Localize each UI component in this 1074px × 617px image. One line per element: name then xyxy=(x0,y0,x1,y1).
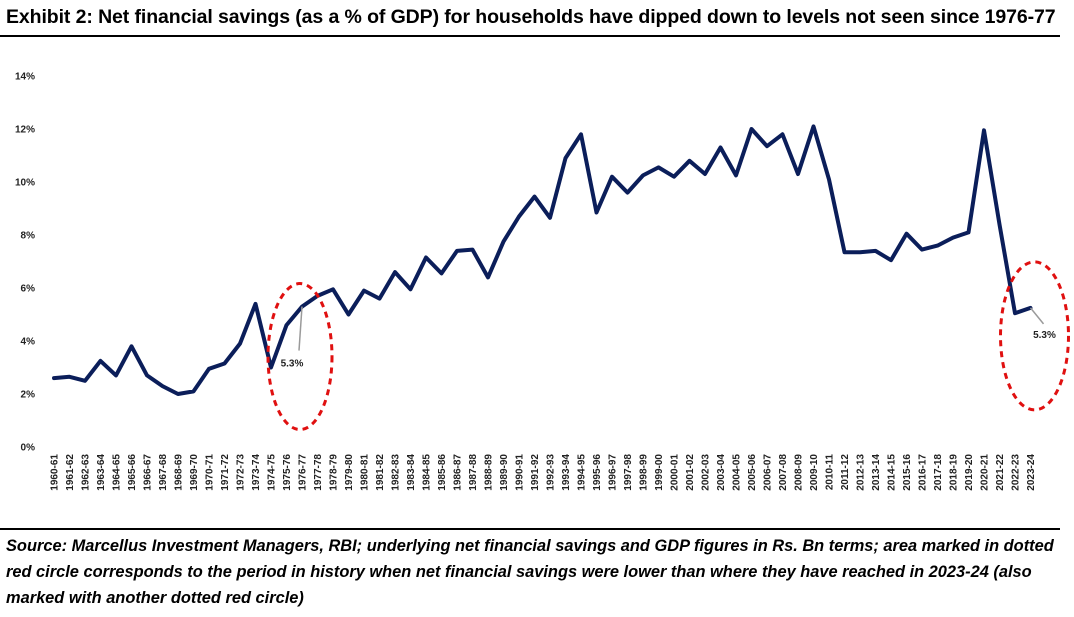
x-tick-label: 1965-66 xyxy=(127,454,138,491)
bottom-divider xyxy=(0,528,1060,530)
x-tick-label: 1999-00 xyxy=(654,454,665,491)
y-axis: 0% 2% 4% 6% 8% 10% 12% 14% xyxy=(15,72,35,454)
x-tick-label: 2012-13 xyxy=(856,454,867,491)
x-tick-label: 2021-22 xyxy=(995,454,1006,491)
y-tick-label: 10% xyxy=(15,178,35,189)
x-tick-label: 2009-10 xyxy=(809,454,820,491)
highlight-circle-1976 xyxy=(266,282,334,432)
x-tick-label: 1992-93 xyxy=(546,454,557,491)
x-tick-label: 2019-20 xyxy=(964,454,975,491)
x-tick-label: 2001-02 xyxy=(685,454,696,491)
x-tick-label: 1990-91 xyxy=(515,454,526,491)
highlight-marks: 5.3% 5.3% xyxy=(266,260,1070,432)
x-tick-label: 1961-62 xyxy=(65,454,76,491)
x-tick-label: 2017-18 xyxy=(933,454,944,491)
x-tick-label: 1995-96 xyxy=(592,454,603,491)
x-tick-label: 2014-15 xyxy=(887,454,898,491)
x-tick-label: 2015-16 xyxy=(902,454,913,491)
chart-title: Exhibit 2: Net financial savings (as a %… xyxy=(6,6,1056,28)
x-tick-label: 1974-75 xyxy=(267,454,278,491)
x-tick-label: 1973-74 xyxy=(251,454,262,491)
x-tick-label: 1967-68 xyxy=(158,454,169,491)
x-tick-label: 1977-78 xyxy=(313,454,324,491)
x-tick-label: 1984-85 xyxy=(422,454,433,491)
y-tick-label: 12% xyxy=(15,125,35,136)
x-tick-label: 1985-86 xyxy=(437,454,448,491)
y-tick-label: 4% xyxy=(21,337,36,348)
source-note: Source: Marcellus Investment Managers, R… xyxy=(6,537,1054,607)
series-line xyxy=(52,124,1033,396)
x-tick-label: 1983-84 xyxy=(406,454,417,491)
x-tick-label: 2022-23 xyxy=(1011,454,1022,491)
x-tick-label: 1964-65 xyxy=(112,454,123,491)
x-tick-label: 1986-87 xyxy=(453,454,464,491)
y-tick-label: 8% xyxy=(21,231,36,242)
x-tick-label: 1960-61 xyxy=(50,454,61,491)
x-tick-label: 1980-81 xyxy=(360,454,371,491)
x-tick-label: 2006-07 xyxy=(763,454,774,491)
x-tick-label: 2016-17 xyxy=(918,454,929,491)
x-tick-label: 2004-05 xyxy=(732,454,743,491)
x-tick-label: 1987-88 xyxy=(468,454,479,491)
x-tick-label: 1978-79 xyxy=(329,454,340,491)
y-tick-label: 2% xyxy=(21,390,36,401)
x-tick-label: 2010-11 xyxy=(825,454,836,491)
x-tick-label: 2000-01 xyxy=(670,454,681,491)
x-tick-label: 1971-72 xyxy=(220,454,231,491)
x-tick-label: 2002-03 xyxy=(701,454,712,491)
x-tick-label: 1982-83 xyxy=(391,454,402,491)
x-tick-label: 2011-12 xyxy=(840,454,851,491)
x-tick-label: 1988-89 xyxy=(484,454,495,491)
x-tick-label: 2023-24 xyxy=(1026,454,1037,491)
x-tick-label: 2007-08 xyxy=(778,454,789,491)
x-tick-label: 1997-98 xyxy=(623,454,634,491)
x-tick-label: 1979-80 xyxy=(344,454,355,491)
x-tick-label: 1996-97 xyxy=(608,454,619,491)
y-tick-label: 0% xyxy=(21,443,36,454)
x-axis: 1960-61 1961-62 1962-63 1963-64 1964-65 1965-… xyxy=(50,454,1038,491)
y-tick-label: 14% xyxy=(15,72,35,83)
x-tick-label: 1962-63 xyxy=(81,454,92,491)
x-tick-label: 1968-69 xyxy=(174,454,185,491)
x-tick-label: 1994-95 xyxy=(577,454,588,491)
x-tick-label: 1989-90 xyxy=(499,454,510,491)
x-tick-label: 1966-67 xyxy=(143,454,154,491)
series xyxy=(52,124,1033,396)
x-tick-label: 1976-77 xyxy=(298,454,309,491)
x-tick-label: 1981-82 xyxy=(375,454,386,491)
x-tick-label: 1991-92 xyxy=(530,454,541,491)
x-tick-label: 2013-14 xyxy=(871,454,882,491)
x-tick-label: 1970-71 xyxy=(205,454,216,491)
y-tick-label: 6% xyxy=(21,284,36,295)
annotation-label: 5.3% xyxy=(281,359,304,370)
x-tick-label: 2003-04 xyxy=(716,454,727,491)
x-tick-label: 1993-94 xyxy=(561,454,572,491)
annotation-label: 5.3% xyxy=(1033,330,1056,341)
x-tick-label: 2020-21 xyxy=(980,454,991,491)
x-tick-label: 1998-99 xyxy=(639,454,650,491)
x-tick-label: 2008-09 xyxy=(794,454,805,491)
line-chart: 0% 2% 4% 6% 8% 10% 12% 14% 1960-61 1961-62 1962-6… xyxy=(15,72,1070,491)
x-tick-label: 2005-06 xyxy=(747,454,758,491)
annotation-leader xyxy=(298,306,303,351)
x-tick-label: 1975-76 xyxy=(282,454,293,491)
x-tick-label: 1969-70 xyxy=(189,454,200,491)
top-divider xyxy=(0,35,1060,37)
x-tick-label: 1963-64 xyxy=(96,454,107,491)
x-tick-label: 2018-19 xyxy=(949,454,960,491)
x-tick-label: 1972-73 xyxy=(236,454,247,491)
annotation-leader xyxy=(1029,307,1045,325)
highlight-circle-2023 xyxy=(999,260,1070,412)
